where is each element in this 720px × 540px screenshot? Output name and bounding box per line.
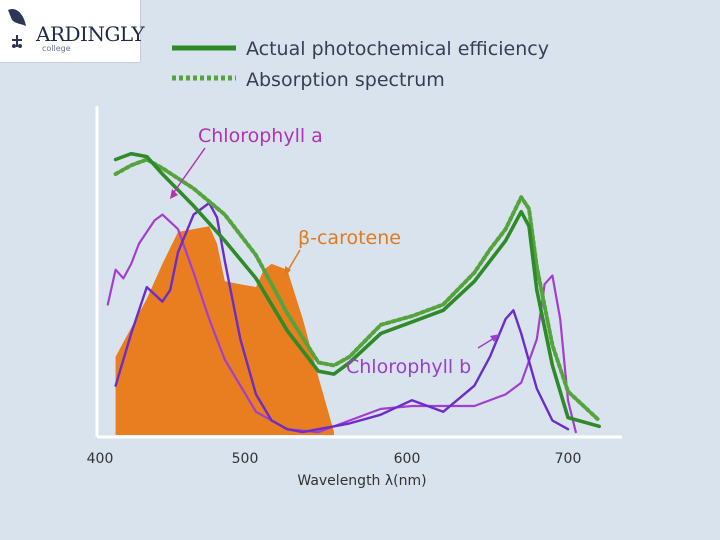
- logo-subtitle: college: [42, 44, 71, 53]
- arrowhead-carotene: [285, 266, 291, 276]
- logo-name: ARDINGLY: [36, 22, 145, 46]
- x-tick-label-400: 400: [87, 451, 114, 467]
- series-carotene-area: [115, 226, 334, 435]
- legend-label-absorption: Absorption spectrum: [246, 69, 445, 91]
- x-tick-labels: 400 500 600 700: [87, 451, 582, 467]
- college-logo: ARDINGLY college: [0, 0, 145, 63]
- pointer-chlorophyll-a: [171, 147, 206, 196]
- crest-icon: [8, 8, 26, 48]
- x-axis-label: Wavelength λ(nm): [297, 473, 426, 489]
- series-efficiency-line: [113, 151, 602, 429]
- legend-label-efficiency: Actual photochemical efficiency: [246, 38, 549, 60]
- pointer-carotene: [286, 249, 301, 273]
- annotation-chlorophyll-b: Chlorophyll b: [346, 356, 471, 378]
- series-chl_a-line: [114, 201, 570, 434]
- arrowhead-chlorophyll-a: [170, 189, 178, 199]
- arrowhead-chlorophyll-b: [490, 334, 500, 342]
- series-absorption-line: [113, 157, 602, 423]
- series-layer: [106, 151, 602, 435]
- annotation-chlorophyll-a: Chlorophyll a: [198, 125, 323, 147]
- x-tick-label-700: 700: [555, 451, 582, 467]
- x-tick-label-600: 600: [394, 451, 421, 467]
- legend: Actual photochemical efficiency Absorpti…: [172, 38, 549, 91]
- annotation-carotene: β-carotene: [298, 227, 401, 249]
- x-tick-label-500: 500: [232, 451, 259, 467]
